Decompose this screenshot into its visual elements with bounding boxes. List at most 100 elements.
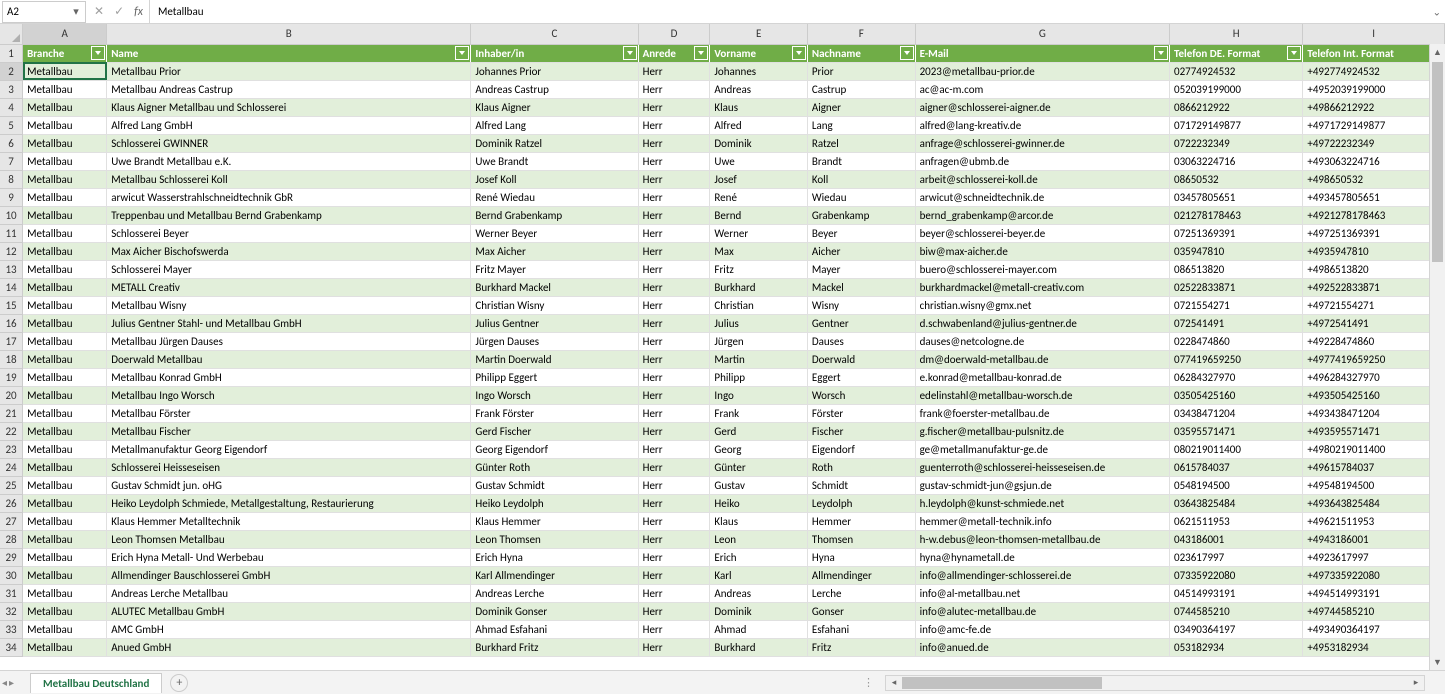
- cell[interactable]: info@anued.de: [915, 638, 1169, 656]
- cell[interactable]: Jürgen Dauses: [471, 332, 638, 350]
- cell[interactable]: Heiko Leydolph Schmiede, Metallgestaltun…: [107, 494, 471, 512]
- cell[interactable]: Werner Beyer: [471, 224, 638, 242]
- cell[interactable]: Max Aicher: [471, 242, 638, 260]
- cell[interactable]: dm@doerwald-metallbau.de: [915, 350, 1169, 368]
- cell[interactable]: +498650532: [1303, 170, 1445, 188]
- cell[interactable]: 086513820: [1170, 260, 1303, 278]
- cell[interactable]: METALL Creativ: [107, 278, 471, 296]
- cell[interactable]: Gustav Schmidt jun. oHG: [107, 476, 471, 494]
- cell[interactable]: +493438471204: [1303, 404, 1445, 422]
- cell[interactable]: Doerwald: [807, 350, 915, 368]
- cell[interactable]: +4935947810: [1303, 242, 1445, 260]
- cell[interactable]: +493457805651: [1303, 188, 1445, 206]
- cell[interactable]: +4986513820: [1303, 260, 1445, 278]
- cell[interactable]: guenterroth@schlosserei-heisseseisen.de: [915, 458, 1169, 476]
- cell[interactable]: Herr: [638, 314, 710, 332]
- cell[interactable]: Lang: [807, 116, 915, 134]
- cell[interactable]: Alfred Lang: [471, 116, 638, 134]
- cell[interactable]: hemmer@metall-technik.info: [915, 512, 1169, 530]
- row-header-18[interactable]: 18: [0, 350, 23, 368]
- cell[interactable]: Christian Wisny: [471, 296, 638, 314]
- spreadsheet-grid[interactable]: ABCDEFGHI1BrancheNameInhaber/inAnredeVor…: [0, 24, 1445, 657]
- cell[interactable]: Herr: [638, 368, 710, 386]
- cell[interactable]: anfrage@schlosserei-gwinner.de: [915, 134, 1169, 152]
- cell[interactable]: Prior: [807, 62, 915, 80]
- cell[interactable]: +49615784037: [1303, 458, 1445, 476]
- cell[interactable]: Bernd Grabenkamp: [471, 206, 638, 224]
- cell[interactable]: Herr: [638, 260, 710, 278]
- cell[interactable]: 03643825484: [1170, 494, 1303, 512]
- cell[interactable]: Herr: [638, 224, 710, 242]
- expand-formula-bar-icon[interactable]: ⌄: [1433, 5, 1441, 18]
- scroll-up-icon[interactable]: ▲: [1430, 44, 1445, 60]
- cell[interactable]: Klaus Aigner: [471, 98, 638, 116]
- row-header-17[interactable]: 17: [0, 332, 23, 350]
- cell[interactable]: Metallbau: [23, 206, 107, 224]
- cell[interactable]: e.konrad@metallbau-konrad.de: [915, 368, 1169, 386]
- cell[interactable]: Burkhard: [710, 638, 807, 656]
- cell[interactable]: Herr: [638, 116, 710, 134]
- tab-nav-next-icon[interactable]: ▸: [9, 676, 14, 689]
- table-header-cell[interactable]: Vorname: [710, 44, 807, 62]
- cell[interactable]: Leon Thomsen Metallbau: [107, 530, 471, 548]
- cell[interactable]: Metallbau: [23, 458, 107, 476]
- cell[interactable]: Metallbau Wisny: [107, 296, 471, 314]
- cell[interactable]: Herr: [638, 584, 710, 602]
- cell[interactable]: Heiko Leydolph: [471, 494, 638, 512]
- cell[interactable]: Alfred: [710, 116, 807, 134]
- cell[interactable]: Erich Hyna Metall- Und Werbebau: [107, 548, 471, 566]
- cell[interactable]: Fritz Mayer: [471, 260, 638, 278]
- cell[interactable]: 071729149877: [1170, 116, 1303, 134]
- column-header-G[interactable]: G: [915, 24, 1169, 44]
- cell[interactable]: Herr: [638, 242, 710, 260]
- cell[interactable]: +4980219011400: [1303, 440, 1445, 458]
- cell[interactable]: Förster: [807, 404, 915, 422]
- cell[interactable]: Koll: [807, 170, 915, 188]
- row-header-19[interactable]: 19: [0, 368, 23, 386]
- cell[interactable]: Metallbau Fischer: [107, 422, 471, 440]
- cell[interactable]: Metallbau Förster: [107, 404, 471, 422]
- cell[interactable]: +493490364197: [1303, 620, 1445, 638]
- scroll-left-icon[interactable]: ◂: [886, 677, 902, 688]
- cell[interactable]: 0744585210: [1170, 602, 1303, 620]
- cell[interactable]: 023617997: [1170, 548, 1303, 566]
- cell[interactable]: Burkhard Mackel: [471, 278, 638, 296]
- cell[interactable]: 07335922080: [1170, 566, 1303, 584]
- cell[interactable]: Christian: [710, 296, 807, 314]
- cell[interactable]: Ahmad Esfahani: [471, 620, 638, 638]
- cell[interactable]: Herr: [638, 476, 710, 494]
- cell[interactable]: Herr: [638, 98, 710, 116]
- cell[interactable]: Martin Doerwald: [471, 350, 638, 368]
- cell[interactable]: Metallbau: [23, 188, 107, 206]
- cell[interactable]: AMC GmbH: [107, 620, 471, 638]
- cell[interactable]: 0721554271: [1170, 296, 1303, 314]
- filter-dropdown-icon[interactable]: [1154, 46, 1168, 60]
- cell[interactable]: Josef: [710, 170, 807, 188]
- cell[interactable]: Philipp Eggert: [471, 368, 638, 386]
- cell[interactable]: Metallbau: [23, 476, 107, 494]
- cell[interactable]: dauses@netcologne.de: [915, 332, 1169, 350]
- row-header-14[interactable]: 14: [0, 278, 23, 296]
- cell[interactable]: 03490364197: [1170, 620, 1303, 638]
- cell[interactable]: Dauses: [807, 332, 915, 350]
- cell[interactable]: Metallbau: [23, 404, 107, 422]
- scroll-down-icon[interactable]: ▼: [1430, 654, 1445, 670]
- cell[interactable]: Georg Eigendorf: [471, 440, 638, 458]
- cell[interactable]: Metallbau: [23, 512, 107, 530]
- cell[interactable]: ALUTEC Metallbau GmbH: [107, 602, 471, 620]
- cell[interactable]: Metallbau Jürgen Dauses: [107, 332, 471, 350]
- cell[interactable]: Gerd: [710, 422, 807, 440]
- cell[interactable]: Metallbau Andreas Castrup: [107, 80, 471, 98]
- cell[interactable]: Hyna: [807, 548, 915, 566]
- cell[interactable]: d.schwabenland@julius-gentner.de: [915, 314, 1169, 332]
- cell[interactable]: 03595571471: [1170, 422, 1303, 440]
- cell[interactable]: Leon Thomsen: [471, 530, 638, 548]
- cell[interactable]: info@alutec-metallbau.de: [915, 602, 1169, 620]
- cell[interactable]: Metallbau: [23, 422, 107, 440]
- filter-dropdown-icon[interactable]: [792, 46, 806, 60]
- cell[interactable]: Esfahani: [807, 620, 915, 638]
- cell[interactable]: +49621511953: [1303, 512, 1445, 530]
- row-header-22[interactable]: 22: [0, 422, 23, 440]
- cell[interactable]: 080219011400: [1170, 440, 1303, 458]
- cell[interactable]: Georg: [710, 440, 807, 458]
